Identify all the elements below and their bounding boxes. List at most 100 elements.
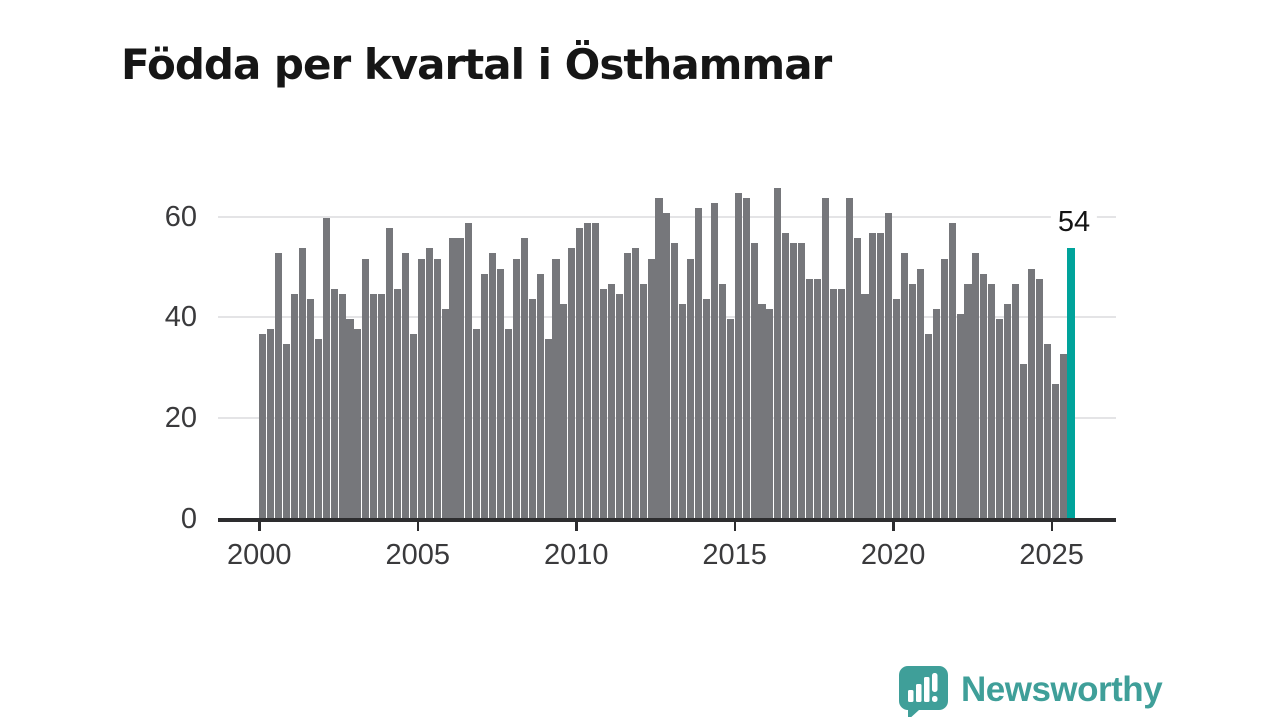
bar — [877, 233, 885, 521]
bar — [774, 187, 782, 521]
y-axis-label: 0 — [180, 503, 197, 535]
bar — [615, 293, 623, 521]
bar — [837, 288, 845, 521]
x-axis-label: 2010 — [543, 539, 609, 571]
bar — [481, 273, 489, 521]
bar — [687, 258, 695, 521]
x-axis-label: 2005 — [385, 539, 451, 571]
bar — [829, 288, 837, 521]
bar — [1027, 268, 1035, 521]
x-axis-tick-2000 — [258, 521, 261, 531]
bar — [734, 193, 742, 521]
bar — [520, 238, 528, 521]
bar — [639, 283, 647, 521]
bar — [283, 344, 291, 521]
bar — [401, 253, 409, 521]
bar — [655, 198, 663, 521]
bar — [679, 303, 687, 521]
bar — [267, 329, 275, 521]
bar — [964, 283, 972, 521]
bar — [306, 298, 314, 521]
y-axis-label: 20 — [164, 402, 197, 435]
bar — [980, 273, 988, 521]
bar — [956, 313, 964, 521]
bar — [718, 283, 726, 521]
bar — [1019, 364, 1027, 521]
bar — [592, 223, 600, 521]
bar — [1035, 278, 1043, 521]
bar — [489, 253, 497, 521]
highlighted-bar — [1067, 248, 1075, 521]
bar — [449, 238, 457, 521]
bar — [568, 248, 576, 521]
y-axis-label: 40 — [164, 301, 197, 334]
x-axis-label: 2020 — [860, 539, 926, 571]
bar — [504, 329, 512, 521]
bar — [362, 258, 370, 521]
bar — [1043, 344, 1051, 521]
bar — [798, 243, 806, 521]
bar — [916, 268, 924, 521]
bar — [663, 213, 671, 521]
bar — [695, 208, 703, 521]
bar — [441, 308, 449, 521]
bar — [782, 233, 790, 521]
x-axis-tick-2005 — [416, 521, 420, 531]
bar — [742, 198, 750, 521]
bar — [821, 198, 829, 521]
newsworthy-logo-text: Newsworthy — [961, 670, 1163, 709]
bar — [845, 198, 853, 521]
bar — [536, 273, 544, 521]
x-axis-tick-2020 — [892, 521, 895, 531]
bar — [496, 268, 505, 521]
bar — [924, 334, 932, 521]
bar — [298, 248, 306, 521]
bar — [726, 318, 734, 521]
speech-bubble-bar-chart-icon — [899, 666, 948, 717]
bar — [552, 258, 560, 521]
bar — [275, 253, 283, 521]
bar — [599, 288, 608, 521]
bar — [512, 258, 520, 521]
bar — [869, 233, 877, 521]
bar — [607, 283, 615, 521]
bar — [370, 293, 378, 521]
bar — [893, 298, 901, 521]
bar — [425, 248, 433, 521]
bar — [1011, 283, 1020, 521]
bar — [338, 293, 346, 521]
bar — [393, 288, 402, 521]
bar — [813, 278, 821, 521]
bar — [544, 339, 552, 521]
bar — [560, 303, 568, 521]
bar — [386, 228, 394, 521]
bar — [322, 218, 330, 521]
bar — [314, 339, 322, 521]
bar — [972, 253, 980, 521]
bar — [996, 318, 1004, 521]
bar — [766, 308, 774, 521]
bar — [623, 253, 631, 521]
x-axis-tick-2010 — [575, 521, 578, 531]
bar — [948, 223, 956, 521]
bar — [861, 293, 869, 521]
x-axis-tick-2015 — [733, 521, 737, 531]
y-axis-label: 60 — [164, 200, 197, 233]
bar — [433, 258, 441, 521]
x-axis-label: 2025 — [1019, 539, 1084, 571]
bar — [1051, 384, 1059, 521]
bar — [259, 334, 267, 521]
bar — [584, 223, 592, 521]
bar — [409, 334, 417, 521]
x-axis-label: 2000 — [227, 539, 292, 571]
bar — [790, 243, 798, 521]
bar — [1059, 354, 1067, 521]
bar — [528, 298, 536, 521]
bar — [473, 329, 481, 521]
bar — [932, 308, 940, 521]
bar — [576, 228, 584, 521]
chart-title: Födda per kvartal i Östhammar — [121, 40, 832, 90]
bar — [988, 283, 996, 521]
bar — [1004, 303, 1012, 521]
